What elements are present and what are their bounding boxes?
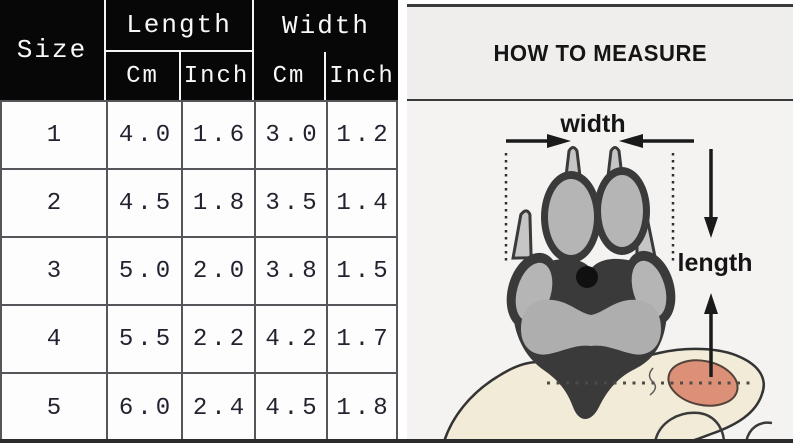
cell-value: 2.4 (192, 395, 249, 422)
length-inch-cell: 2.2 (181, 304, 254, 372)
length-inch-cell: 1.6 (181, 100, 254, 168)
width-label: width (559, 110, 625, 138)
width-cm-cell: 3.5 (254, 168, 326, 236)
cell-value: 1.8 (336, 395, 392, 422)
width-cm-cell: 4.5 (254, 372, 326, 443)
size-cell: 3 (0, 236, 106, 304)
width-inch-cell: 1.7 (326, 304, 398, 372)
width-inch-cell: 1.2 (326, 100, 398, 168)
length-cm-cell: 5.5 (106, 304, 181, 372)
length-cm-cell: 4.5 (106, 168, 181, 236)
foot-toe-curve (653, 411, 726, 441)
cell-value: 1 (46, 121, 66, 149)
length-arrow-down (704, 149, 718, 238)
cell-value: 2.0 (192, 257, 249, 285)
size-cell: 1 (0, 100, 106, 168)
cell-value: 3.8 (265, 257, 321, 285)
width-inch-cell: 1.5 (326, 236, 398, 304)
width-cm-cell: 3.8 (254, 236, 326, 304)
cell-value: 6.0 (118, 395, 175, 422)
length-arrow-up (704, 293, 718, 377)
length-inch-cell: 2.0 (181, 236, 254, 304)
cell-value: 1.2 (336, 121, 392, 149)
paw-measure-diagram: width length (407, 101, 793, 441)
cell-value: 5.0 (118, 257, 175, 285)
header-length-cm: Cm (106, 52, 181, 100)
cell-value: 1.6 (192, 121, 249, 149)
cell-value: 1.5 (336, 257, 392, 285)
cell-value: 2.2 (192, 325, 249, 353)
cell-value: 1.7 (336, 325, 392, 353)
width-cm-cell: 3.0 (254, 100, 326, 168)
bottom-frame-border (0, 439, 793, 443)
width-arrow-right (619, 134, 694, 148)
width-cm-cell: 4.2 (254, 304, 326, 372)
panel-frame: HOW TO MEASURE (407, 4, 793, 443)
cell-value: 3.5 (265, 189, 321, 217)
cell-value: 3.0 (265, 121, 321, 149)
panel-header: HOW TO MEASURE (407, 7, 793, 101)
how-to-measure-panel: HOW TO MEASURE (398, 0, 793, 443)
paw-central-pad (521, 299, 661, 355)
cell-value: 1.4 (336, 189, 392, 217)
cell-value: 4.5 (118, 189, 175, 217)
paw-diagram-svg: width length (443, 110, 773, 441)
length-cm-cell: 6.0 (106, 372, 181, 443)
length-cm-cell: 5.0 (106, 236, 181, 304)
cell-value: 4.2 (265, 325, 321, 353)
width-arrow-left (506, 134, 571, 148)
header-size: Size (0, 0, 106, 100)
header-width: Width (254, 0, 398, 52)
cell-value: 4 (46, 325, 66, 353)
size-cell: 5 (0, 372, 106, 443)
panel-title: HOW TO MEASURE (493, 39, 707, 66)
cell-value: 5.5 (118, 325, 175, 353)
cell-value: 4.5 (265, 395, 321, 422)
cell-value: 2 (46, 189, 66, 217)
length-label: length (678, 249, 753, 277)
width-inch-cell: 1.8 (326, 372, 398, 443)
header-width-inch: Inch (326, 52, 398, 100)
cell-value: 3 (46, 257, 66, 285)
baseline-squiggle (648, 367, 657, 396)
paw-center-dot (576, 266, 598, 288)
foot-toe-curve (744, 421, 773, 441)
size-cell: 4 (0, 304, 106, 372)
width-inch-cell: 1.4 (326, 168, 398, 236)
cell-value: 5 (46, 395, 66, 422)
header-width-cm: Cm (254, 52, 326, 100)
header-length: Length (106, 0, 254, 52)
length-inch-cell: 1.8 (181, 168, 254, 236)
header-length-inch: Inch (181, 52, 254, 100)
size-table: Size Length Width Cm Inch Cm Inch 1 4.0 … (0, 0, 398, 443)
cell-value: 1.8 (192, 189, 249, 217)
length-inch-cell: 2.4 (181, 372, 254, 443)
length-cm-cell: 4.0 (106, 100, 181, 168)
paw-nail-pink (667, 359, 739, 407)
size-cell: 2 (0, 168, 106, 236)
cell-value: 4.0 (118, 121, 175, 149)
